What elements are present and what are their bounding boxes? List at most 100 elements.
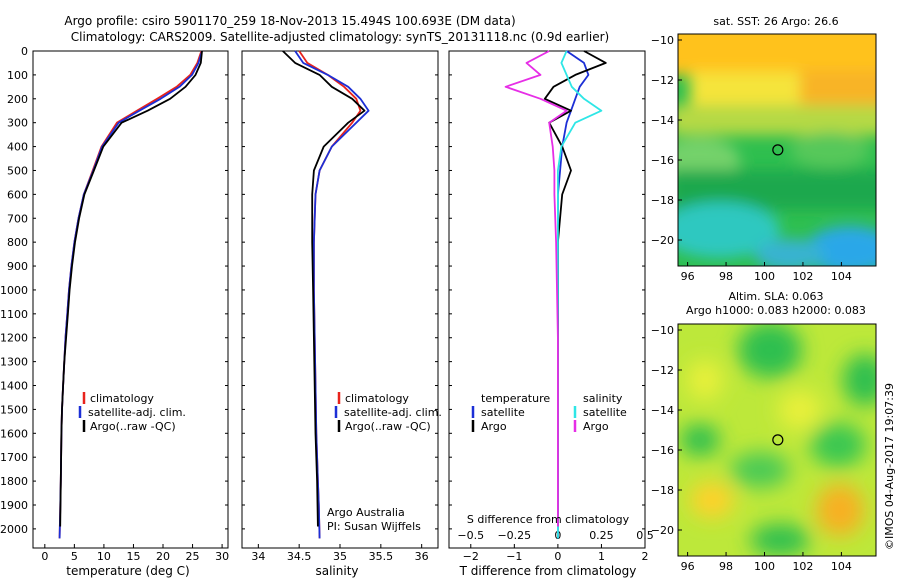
- t-difference-axis-label: T difference from climatology: [459, 564, 637, 578]
- legend-label-satellite: satellite-adj. clim.: [88, 406, 186, 419]
- lon-tick-label: 102: [792, 560, 813, 573]
- lon-tick-label: 100: [754, 560, 775, 573]
- legend-label-satellite: satellite-adj. clim.: [344, 406, 442, 419]
- lon-tick-label: 98: [719, 270, 733, 283]
- legend-label-t-argo: Argo: [481, 420, 507, 433]
- lat-tick-label: −16: [651, 444, 674, 457]
- depth-tick-label: 900: [7, 260, 28, 273]
- lat-tick-label: −10: [651, 324, 674, 337]
- salinity-series: [282, 50, 370, 539]
- lon-tick-label: 100: [754, 270, 775, 283]
- x-tick-label: 34.5: [287, 550, 312, 563]
- legend-title-temperature: temperature: [481, 392, 550, 405]
- sla-map-title-line1: Altim. SLA: 0.063: [728, 290, 823, 303]
- x-tick-label: 20: [156, 550, 170, 563]
- depth-tick-label: 1400: [0, 380, 28, 393]
- profile-line-satellite: [557, 50, 603, 539]
- temperature-panel-frame: [32, 50, 229, 549]
- sla-map-title-line2: Argo h1000: 0.083 h2000: 0.083: [686, 304, 866, 317]
- temperature-x-axis: 0 5 10 15 20 25 30: [41, 544, 229, 563]
- s-diff-tick-label: 0.5: [636, 529, 654, 542]
- legend-label-s-argo: Argo: [583, 420, 609, 433]
- s-diff-tick-label: 0.25: [589, 529, 614, 542]
- depth-tick-label: 800: [7, 236, 28, 249]
- lat-tick-label: −12: [651, 74, 674, 87]
- sst-argo-location-marker: [772, 144, 784, 156]
- depth-tick-label: 1200: [0, 332, 28, 345]
- lat-tick-label: −20: [651, 234, 674, 247]
- legend-label-t-satellite: satellite: [481, 406, 525, 419]
- figure-title-line2: Climatology: CARS2009. Satellite-adjuste…: [71, 30, 609, 44]
- sla-heatmap: [678, 324, 876, 556]
- legend-label-argo: Argo(..raw -QC): [345, 420, 431, 433]
- depth-tick-label: 400: [7, 141, 28, 154]
- lat-tick-label: −16: [651, 154, 674, 167]
- profile-line-climatology: [58, 50, 203, 539]
- profile-line-climatology: [298, 50, 362, 539]
- depth-tick-label: 2000: [0, 523, 28, 536]
- lat-tick-label: −20: [651, 524, 674, 537]
- sst-map-title: sat. SST: 26 Argo: 26.6: [713, 15, 838, 28]
- lon-tick-label: 104: [831, 270, 852, 283]
- difference-panel-frame: [448, 50, 646, 549]
- sla-argo-location-marker: [772, 434, 784, 446]
- lat-tick-label: −12: [651, 364, 674, 377]
- profile-line-argo: [504, 50, 568, 527]
- depth-axis: 0 100 200 300 400 500 600 700 800 900 1000 1100 1200…: [0, 45, 645, 536]
- temperature-axis-label: temperature (deg C): [66, 564, 189, 578]
- depth-tick-label: 200: [7, 93, 28, 106]
- salinity-panel-frame: [241, 50, 439, 549]
- x-tick-label: 35: [333, 550, 347, 563]
- float-owner: Argo Australia: [327, 506, 405, 519]
- depth-tick-label: 1500: [0, 403, 28, 416]
- x-tick-label: 10: [97, 550, 111, 563]
- lat-tick-label: −18: [651, 484, 674, 497]
- imos-credit: ©IMOS 04-Aug-2017 19:07:39: [883, 383, 896, 550]
- x-tick-label: 25: [186, 550, 200, 563]
- s-difference-x-axis: −0.5 −0.25 0 0.25 0.5: [457, 529, 653, 542]
- salinity-legend: climatology satellite-adj. clim. Argo(..…: [334, 392, 442, 433]
- x-tick-label: −2: [463, 550, 479, 563]
- float-pi: PI: Susan Wijffels: [327, 520, 421, 533]
- x-tick-label: 5: [71, 550, 78, 563]
- profile-line-satellite-adj-clim-: [58, 50, 203, 539]
- depth-tick-label: 300: [7, 117, 28, 130]
- depth-tick-label: 1700: [0, 451, 28, 464]
- sst-heatmap: [678, 34, 876, 266]
- depth-tick-label: 0: [21, 45, 28, 58]
- legend-label-s-satellite: satellite: [583, 406, 627, 419]
- depth-tick-label: 1600: [0, 427, 28, 440]
- depth-tick-label: 1000: [0, 284, 28, 297]
- sst-map-axes: 96 98 100 102 104 −10 −12 −14 −16 −18 −20: [651, 34, 852, 283]
- profile-line-satellite: [557, 50, 590, 539]
- difference-legend: temperature satellite Argo salinity sate…: [471, 392, 627, 433]
- x-tick-label: 15: [126, 550, 140, 563]
- temperature-series: [58, 50, 203, 539]
- depth-tick-label: 1800: [0, 475, 28, 488]
- lon-tick-label: 98: [719, 560, 733, 573]
- lat-tick-label: −10: [651, 34, 674, 47]
- sla-map-axes: 96 98 100 102 104 −10 −12 −14 −16 −18 −20: [651, 324, 852, 573]
- s-diff-tick-label: −0.5: [457, 529, 484, 542]
- depth-tick-label: 1100: [0, 308, 28, 321]
- temperature-legend: climatology satellite-adj. clim. Argo(..…: [78, 392, 186, 433]
- x-tick-label: 35.5: [369, 550, 394, 563]
- x-tick-label: 2: [642, 550, 649, 563]
- depth-tick-label: 1300: [0, 356, 28, 369]
- sst-map-frame: [677, 33, 877, 267]
- s-diff-tick-label: −0.25: [497, 529, 531, 542]
- lon-tick-label: 96: [681, 270, 695, 283]
- lat-tick-label: −18: [651, 194, 674, 207]
- legend-label-argo: Argo(..raw -QC): [90, 420, 176, 433]
- salinity-x-axis: 34 34.5 35 35.5 36: [251, 544, 429, 563]
- lat-tick-label: −14: [651, 114, 674, 127]
- legend-label-climatology: climatology: [345, 392, 409, 405]
- difference-series: [504, 50, 607, 539]
- legend-title-salinity: salinity: [583, 392, 623, 405]
- depth-tick-label: 1900: [0, 499, 28, 512]
- lat-tick-label: −14: [651, 404, 674, 417]
- x-tick-label: 0: [41, 550, 48, 563]
- lon-tick-label: 96: [681, 560, 695, 573]
- lon-tick-label: 104: [831, 560, 852, 573]
